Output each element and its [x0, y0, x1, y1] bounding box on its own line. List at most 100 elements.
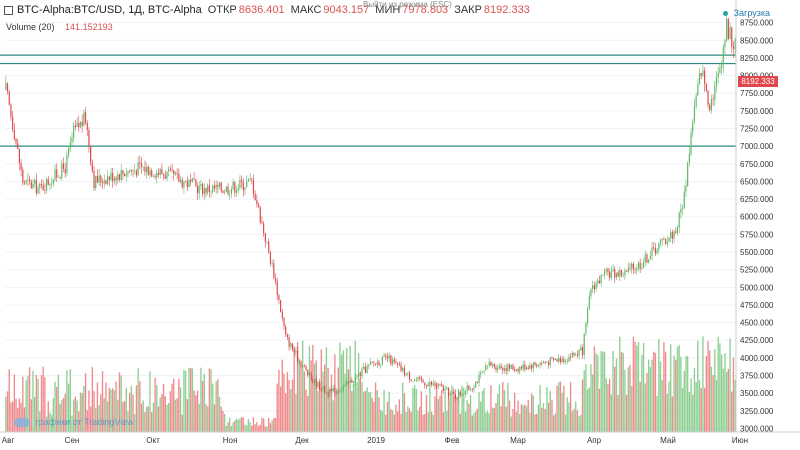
- time-tick-label: Ноя: [223, 436, 238, 445]
- tradingview-logo[interactable]: графики от TradingView: [14, 417, 134, 428]
- volume-bar: [664, 351, 667, 432]
- volume-bar: [524, 404, 526, 432]
- volume-bar: [695, 382, 697, 432]
- volume-bar: [551, 399, 553, 432]
- candle-body: [320, 389, 322, 391]
- candle-body: [727, 18, 729, 39]
- volume-bar: [352, 383, 355, 432]
- volume-bar: [417, 410, 419, 432]
- volume-bar: [71, 415, 73, 432]
- volume-bar: [564, 414, 567, 432]
- volume-bar: [593, 346, 596, 432]
- volume-bar: [237, 419, 239, 432]
- volume-bar: [73, 399, 75, 432]
- candle-body: [13, 129, 15, 140]
- volume-bar: [188, 367, 190, 432]
- volume-bar: [203, 373, 205, 432]
- volume-bar: [74, 396, 77, 432]
- candle-body: [140, 163, 143, 168]
- candle-body: [597, 280, 599, 284]
- square-icon[interactable]: [4, 5, 13, 15]
- volume-bar: [680, 356, 682, 432]
- volume-bar: [671, 396, 674, 432]
- volume-bar: [530, 393, 533, 432]
- volume-bar: [654, 352, 657, 432]
- candle-body: [695, 95, 697, 107]
- candle-body: [683, 191, 685, 208]
- volume-bar: [452, 395, 455, 432]
- volume-bar: [6, 391, 9, 432]
- candle-body: [34, 180, 36, 184]
- candle-body: [325, 392, 327, 393]
- exit-fullscreen-hint[interactable]: Выйти из режима (ESC): [363, 0, 452, 9]
- volume-bar: [61, 400, 63, 432]
- volume-bar: [291, 379, 294, 432]
- candle-body: [424, 382, 426, 386]
- candle-body: [152, 176, 154, 177]
- candle-body: [575, 354, 577, 356]
- symbol-label[interactable]: BTC-Alpha:BTC/USD, 1Д, BTC-Alpha: [17, 4, 202, 16]
- candle-body: [305, 366, 307, 371]
- volume-bar: [615, 358, 618, 432]
- volume-bar: [5, 396, 7, 432]
- volume-bar: [556, 385, 558, 432]
- candle-body: [581, 347, 584, 356]
- volume-bar: [137, 368, 139, 432]
- candle-body: [492, 364, 494, 366]
- volume-bar: [583, 370, 585, 432]
- candle-body: [169, 168, 171, 170]
- candle-body: [59, 176, 61, 179]
- candle-body: [296, 350, 299, 362]
- volume-bar: [127, 411, 129, 432]
- candle-body: [118, 174, 121, 180]
- candle-body: [344, 384, 346, 387]
- candle-body: [293, 349, 295, 353]
- volume-bar: [717, 336, 719, 432]
- volume-bar: [98, 405, 100, 432]
- candle-body: [210, 191, 212, 193]
- volume-bar: [642, 343, 645, 432]
- volume-bar: [101, 371, 104, 432]
- candle-body: [359, 373, 361, 376]
- candle-body: [259, 206, 261, 223]
- volume-bar: [563, 385, 565, 432]
- volume-bar: [429, 382, 431, 432]
- volume-bar: [449, 398, 451, 432]
- candle-body: [475, 381, 477, 388]
- volume-label[interactable]: Volume (20): [6, 22, 55, 32]
- volume-bar: [249, 421, 251, 432]
- volume-bar: [103, 398, 105, 432]
- candle-body: [403, 367, 406, 376]
- candle-body: [427, 383, 429, 387]
- volume-bar: [512, 408, 514, 432]
- candle-body: [485, 365, 487, 371]
- volume-bar: [513, 392, 516, 432]
- volume-bar: [322, 371, 324, 432]
- candle-body: [40, 183, 43, 185]
- volume-bar: [529, 412, 531, 432]
- volume-bar: [463, 387, 465, 432]
- volume-bar: [93, 391, 95, 432]
- candle-body: [495, 367, 497, 370]
- candle-body: [590, 288, 592, 297]
- volume-bar: [656, 395, 658, 432]
- volume-bar: [527, 399, 529, 432]
- candle-body: [164, 175, 166, 179]
- volume-bar: [519, 413, 521, 432]
- volume-bar: [439, 395, 441, 432]
- volume-bar: [66, 370, 68, 432]
- candle-body: [113, 177, 115, 182]
- volume-bar: [585, 364, 587, 432]
- candle-body: [563, 358, 565, 362]
- candle-body: [157, 172, 160, 175]
- volume-bar: [22, 376, 24, 432]
- candle-body: [32, 183, 34, 189]
- candle-body: [122, 170, 124, 175]
- volume-bar: [483, 388, 485, 432]
- volume-bar: [614, 366, 616, 432]
- candle-body: [634, 269, 636, 271]
- volume-bar: [668, 381, 670, 432]
- price-tick-label: 8250.000: [740, 54, 774, 63]
- candle-body: [130, 169, 132, 172]
